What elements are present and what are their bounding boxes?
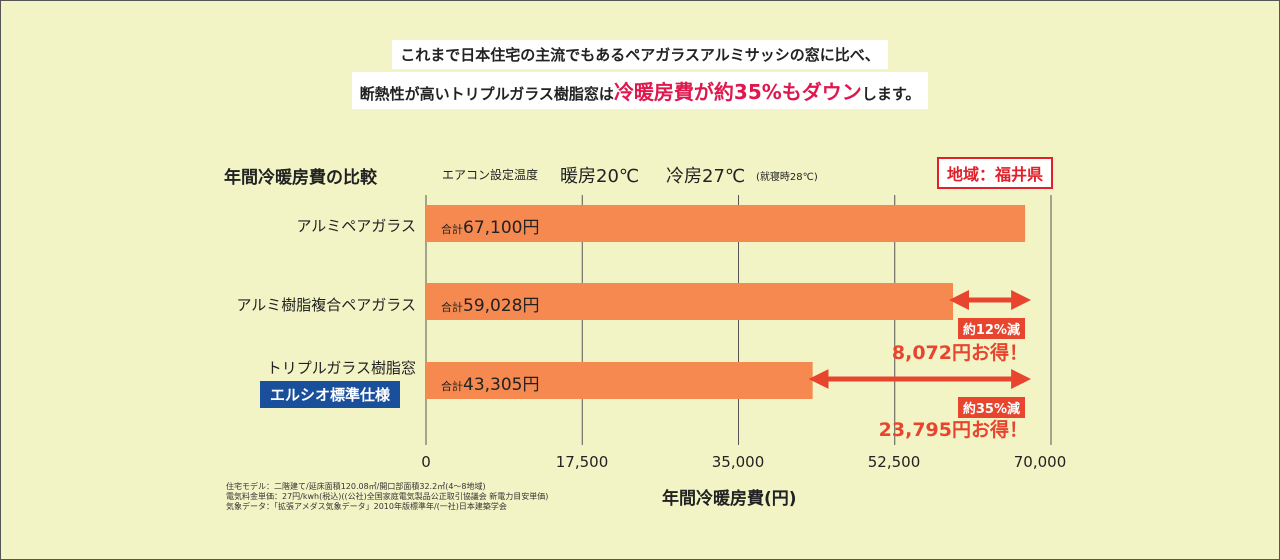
headline-text: 断熱性が高いトリプルガラス樹脂窓は xyxy=(359,85,614,103)
x-tick-2: 35,000 xyxy=(711,453,765,471)
x-tick-1: 17,500 xyxy=(555,453,609,471)
category-label-1: アルミ樹脂複合ペアガラス xyxy=(236,296,416,314)
x-axis-label: 年間冷暖房費(円) xyxy=(662,489,797,509)
footnote: 電気料金単価：27円/kwh(税込)((公社)全国家庭電気製品公正取引協議会 新… xyxy=(226,492,549,501)
bar-2 xyxy=(426,362,813,399)
total-prefix: 合計 xyxy=(441,301,463,314)
footnote: 気象データ：「拡張アメダス気象データ」2010年版標準年/(一社)日本建築学会 xyxy=(226,502,507,511)
footnote: 住宅モデル：二階建て/延床面積120.08㎡/開口部面積32.2㎡(4～8地域) xyxy=(226,482,486,491)
bar-value: 59,028円 xyxy=(463,296,540,316)
chart-title: 年間冷暖房費の比較 xyxy=(224,168,377,188)
bar-value-label-2: 合計43,305円 xyxy=(441,370,539,395)
headline-end: します。 xyxy=(861,85,921,103)
reduction-tag-2: 約35%減 xyxy=(957,397,1025,418)
bar-1 xyxy=(426,283,954,320)
cooling-note: (就寝時28℃) xyxy=(756,172,818,183)
bar-0 xyxy=(426,205,1026,242)
footnotes: 住宅モデル：二階建て/延床面積120.08㎡/開口部面積32.2㎡(4～8地域)… xyxy=(226,482,548,512)
cooling-temp: 冷房27℃ xyxy=(666,166,746,187)
category-label-0: アルミペアガラス xyxy=(296,217,416,235)
category-label-2: トリプルガラス樹脂窓 xyxy=(266,359,416,377)
bar-value: 43,305円 xyxy=(463,375,540,395)
headline-line-1: これまで日本住宅の主流でもあるペアガラスアルミサッシの窓に比べ、 xyxy=(0,40,1280,69)
saving-text-1: 8,072円お得！ xyxy=(891,342,1028,364)
bar-value-label-0: 合計67,100円 xyxy=(441,213,539,238)
headline-line-2: 断熱性が高いトリプルガラス樹脂窓は冷暖房費が約35%もダウンします。 xyxy=(0,72,1280,109)
region-badge: 地域：福井県 xyxy=(937,157,1054,189)
bar-value: 67,100円 xyxy=(463,218,540,238)
x-tick-3: 52,500 xyxy=(867,453,921,471)
standard-spec-badge: エルシオ標準仕様 xyxy=(260,381,401,408)
saving-text-2: 23,795円お得！ xyxy=(878,419,1028,441)
heating-temp: 暖房20℃ xyxy=(560,166,640,187)
reduction-tag-1: 約12%減 xyxy=(957,318,1025,339)
total-prefix: 合計 xyxy=(441,223,463,236)
headline-highlight: 冷暖房費が約35%もダウン xyxy=(613,80,862,104)
x-tick-0: 0 xyxy=(421,453,431,471)
total-prefix: 合計 xyxy=(441,380,463,393)
bar-value-label-1: 合計59,028円 xyxy=(441,291,539,316)
setting-label: エアコン設定温度 xyxy=(442,168,539,182)
x-tick-4: 70,000 xyxy=(1013,453,1067,471)
